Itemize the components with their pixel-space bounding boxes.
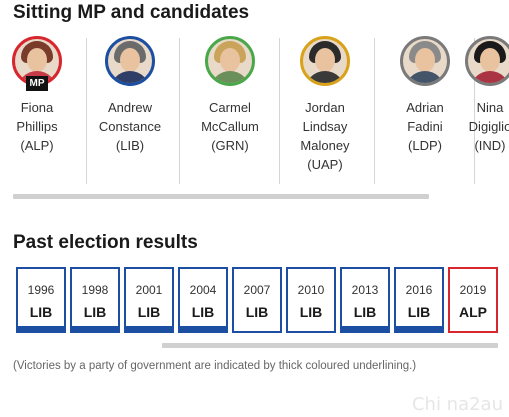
results-scrollbar[interactable]: [162, 343, 498, 348]
candidates-heading: Sitting MP and candidates: [13, 2, 250, 23]
candidates-scrollbar[interactable]: [13, 194, 429, 199]
candidate-avatar: [400, 36, 450, 86]
government-underline: [18, 326, 64, 331]
result-year: 1996: [27, 283, 55, 297]
government-underline: [180, 326, 226, 331]
candidate-name: Andrew Constance (LIB): [98, 100, 162, 153]
sitting-mp-badge: MP: [26, 76, 48, 91]
footnote: (Victories by a party of government are …: [13, 360, 417, 372]
result-year: 2001: [135, 283, 163, 297]
results-heading: Past election results: [13, 232, 198, 253]
result-party: LIB: [83, 304, 107, 320]
candidate-name: Carmel McCallum (GRN): [201, 100, 259, 153]
result-year: 2019: [459, 283, 487, 297]
result-2016: 2016 LIB: [394, 267, 444, 333]
result-year: 2007: [243, 283, 271, 297]
candidate-divider: [279, 38, 280, 184]
candidate-card: Jordan Lindsay Maloney (UAP): [275, 36, 375, 186]
result-2004: 2004 LIB: [178, 267, 228, 333]
result-1996: 1996 LIB: [16, 267, 66, 333]
result-2013: 2013 LIB: [340, 267, 390, 333]
result-1998: 1998 LIB: [70, 267, 120, 333]
result-2007: 2007 LIB: [232, 267, 282, 333]
result-party: LIB: [407, 304, 431, 320]
result-2010: 2010 LIB: [286, 267, 336, 333]
result-2019: 2019 ALP: [448, 267, 498, 333]
government-underline: [72, 326, 118, 331]
candidate-card: Carmel McCallum (GRN): [180, 36, 280, 186]
result-year: 2013: [351, 283, 379, 297]
candidate-card: Nina Digiglio (IND): [440, 36, 509, 186]
candidate-name: Fiona Phillips (ALP): [16, 100, 58, 153]
government-underline: [342, 326, 388, 331]
result-year: 2004: [189, 283, 217, 297]
result-year: 1998: [81, 283, 109, 297]
candidate-avatar: [12, 36, 62, 86]
candidate-avatar: [300, 36, 350, 86]
result-party: LIB: [29, 304, 53, 320]
candidate-card: MP Fiona Phillips (ALP): [0, 36, 87, 186]
candidate-name: Adrian Fadini (LDP): [406, 100, 444, 153]
government-underline: [126, 326, 172, 331]
candidate-name: Nina Digiglio (IND): [468, 100, 509, 153]
government-underline: [396, 326, 442, 331]
result-party: ALP: [459, 304, 487, 320]
watermark: Chi na2au: [411, 394, 503, 415]
candidate-avatar: [465, 36, 509, 86]
candidate-divider: [86, 38, 87, 184]
candidate-divider: [474, 38, 475, 184]
result-year: 2010: [297, 283, 325, 297]
result-party: LIB: [299, 304, 323, 320]
candidate-card: Adrian Fadini (LDP): [375, 36, 475, 186]
result-year: 2016: [405, 283, 433, 297]
candidate-name: Jordan Lindsay Maloney (UAP): [300, 100, 350, 172]
result-party: LIB: [137, 304, 161, 320]
result-party: LIB: [353, 304, 377, 320]
candidate-avatar: [205, 36, 255, 86]
result-party: LIB: [191, 304, 215, 320]
candidate-divider: [374, 38, 375, 184]
result-2001: 2001 LIB: [124, 267, 174, 333]
result-party: LIB: [245, 304, 269, 320]
candidates-carousel[interactable]: MP Fiona Phillips (ALP) Andrew Constance (LIB)…: [0, 36, 509, 186]
candidate-divider: [179, 38, 180, 184]
candidate-avatar: [105, 36, 155, 86]
candidate-card: Andrew Constance (LIB): [80, 36, 180, 186]
